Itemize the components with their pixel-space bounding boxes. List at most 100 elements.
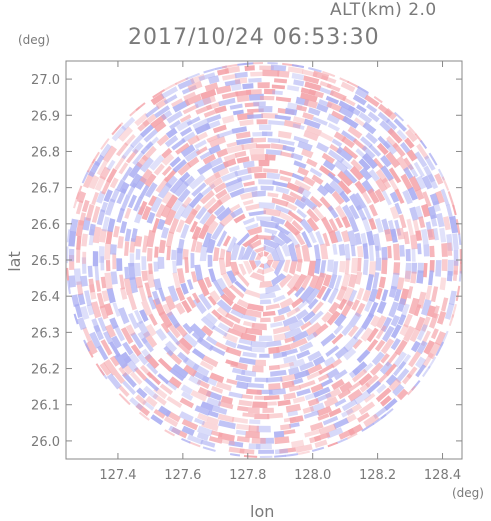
radar-cell <box>235 429 247 436</box>
radar-cell <box>217 314 235 328</box>
radar-cell <box>215 381 232 392</box>
radar-cell <box>299 341 314 353</box>
radar-cell <box>181 300 192 314</box>
radar-cell <box>158 311 173 329</box>
radar-cell <box>399 323 410 337</box>
radar-cell <box>153 261 159 272</box>
radar-cell <box>94 175 106 192</box>
radar-cell <box>148 195 157 207</box>
radar-cell <box>165 231 174 248</box>
radar-cell <box>388 301 399 318</box>
radar-cell <box>314 439 328 448</box>
radar-cell <box>68 275 76 288</box>
radar-cell <box>403 166 414 180</box>
radar-cell <box>194 122 211 135</box>
radar-cell <box>395 368 410 384</box>
radar-cell <box>327 288 339 304</box>
radar-cell <box>259 292 277 300</box>
radar-cell <box>207 295 217 306</box>
x-unit-label: (deg) <box>452 486 484 500</box>
radar-cell <box>221 272 234 289</box>
radar-cell <box>155 203 166 218</box>
radar-cell <box>134 112 149 127</box>
radar-cell <box>393 351 407 368</box>
radar-cell <box>256 119 268 125</box>
radar-cell <box>121 144 135 160</box>
radar-cell <box>374 217 384 233</box>
radar-cell <box>275 204 292 215</box>
radar-cell <box>168 217 179 234</box>
radar-cell <box>280 374 296 383</box>
radar-cell <box>407 186 418 201</box>
radar-cell <box>225 177 243 187</box>
radar-cell <box>180 223 190 239</box>
radar-cell <box>356 104 367 114</box>
radar-cell <box>285 403 301 413</box>
radar-cell <box>268 388 286 396</box>
radar-cell <box>105 260 111 272</box>
radar-cell <box>295 309 309 321</box>
radar-cell <box>206 114 222 124</box>
radar-cell <box>280 151 295 158</box>
radar-cell <box>190 252 195 269</box>
radar-cell <box>403 157 414 171</box>
radar-cell <box>89 331 102 349</box>
radar-cell <box>224 79 241 87</box>
radar-cell <box>381 177 392 189</box>
radar-cell <box>235 131 251 139</box>
radar-cell <box>195 104 213 115</box>
x-tick-label: 127.6 <box>164 468 201 483</box>
radar-cell <box>341 230 351 243</box>
radar-cell <box>283 355 297 364</box>
radar-cell <box>302 112 314 121</box>
radar-cell <box>367 188 380 204</box>
radar-cell <box>141 300 152 316</box>
radar-cell <box>363 206 374 223</box>
radar-cell <box>120 351 132 364</box>
radar-cell <box>184 93 202 106</box>
radar-cell <box>380 165 394 182</box>
radar-cell <box>165 380 178 391</box>
radar-cell <box>390 228 398 243</box>
radar-cell <box>187 134 200 146</box>
radar-cell <box>127 194 137 209</box>
radar-cell <box>300 274 312 291</box>
radar-cell <box>296 388 311 397</box>
radar-cell <box>258 106 273 113</box>
radar-cell <box>162 303 173 317</box>
radar-cell <box>441 243 448 257</box>
radar-cell <box>258 449 275 454</box>
radar-cell <box>190 389 208 402</box>
radar-cell <box>268 120 285 126</box>
radar-cell <box>236 344 253 352</box>
radar-cell <box>318 363 335 375</box>
radar-cell <box>92 226 102 244</box>
radar-cell <box>204 82 219 92</box>
radar-cell <box>179 171 191 183</box>
radar-cell <box>110 188 120 203</box>
radar-cell <box>447 242 453 256</box>
radar-cell <box>129 397 144 411</box>
radar-cell <box>273 294 286 303</box>
radar-cell <box>206 220 219 235</box>
radar-cell <box>182 332 198 348</box>
radar-cell <box>194 405 211 416</box>
radar-cell <box>88 278 95 293</box>
radar-cell <box>139 156 154 173</box>
radar-cell <box>446 270 453 282</box>
radar-cell <box>96 160 108 176</box>
radar-cell <box>401 303 410 318</box>
radar-cell <box>258 124 272 131</box>
radar-cell <box>279 169 294 177</box>
radar-cell <box>141 337 154 353</box>
radar-cell <box>306 208 320 223</box>
radar-cell <box>421 228 429 245</box>
radar-cell <box>206 101 221 111</box>
radar-cell <box>166 396 183 409</box>
radar-cell <box>372 272 380 290</box>
radar-cell <box>215 277 227 291</box>
radar-cell <box>342 96 356 107</box>
x-tick-label: 128.2 <box>359 468 396 483</box>
radar-cell <box>415 230 422 241</box>
radar-cell <box>256 234 276 241</box>
